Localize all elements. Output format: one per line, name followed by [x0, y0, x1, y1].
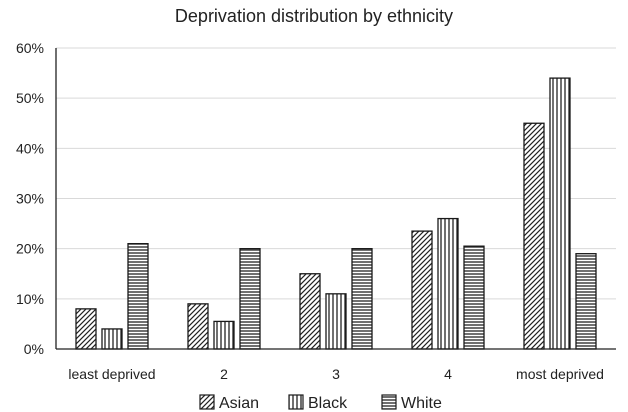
legend-swatch-white	[381, 394, 397, 410]
y-tick-label: 30%	[16, 191, 44, 207]
legend-label-black: Black	[308, 395, 348, 412]
x-axis-ticks: least deprived 2 3 4 most deprived	[68, 366, 604, 382]
bar-asian	[523, 122, 545, 350]
legend-label-asian: Asian	[219, 395, 259, 412]
bars	[75, 77, 597, 350]
x-tick-label: 2	[220, 366, 228, 382]
bar-asian	[75, 308, 97, 350]
bar-black	[549, 77, 571, 350]
y-tick-label: 60%	[16, 40, 44, 56]
bar-black	[325, 293, 347, 350]
axes	[55, 48, 616, 350]
y-tick-label: 0%	[24, 341, 44, 357]
bar-white	[463, 245, 485, 350]
chart-title: Deprivation distribution by ethnicity	[174, 6, 454, 26]
bar-black	[437, 217, 459, 350]
bar-black	[101, 328, 123, 350]
y-tick-label: 40%	[16, 140, 44, 156]
legend-swatch-asian	[199, 394, 215, 410]
y-tick-label: 50%	[16, 90, 44, 106]
x-tick-label: 3	[332, 366, 340, 382]
x-tick-label: 4	[444, 366, 452, 382]
bar-black	[213, 320, 235, 350]
bar-asian	[299, 273, 321, 350]
bar-white	[239, 248, 261, 350]
legend: Asian Black White	[199, 394, 442, 412]
bar-asian	[187, 303, 209, 350]
legend-swatch-black	[288, 394, 304, 410]
x-tick-label: least deprived	[68, 366, 155, 382]
bar-white	[575, 253, 597, 350]
bar-white	[127, 242, 149, 350]
y-tick-label: 20%	[16, 241, 44, 257]
bar-asian	[411, 230, 433, 350]
bar-white	[351, 248, 373, 350]
legend-label-white: White	[401, 395, 442, 412]
y-axis-ticks: 0% 10% 20% 30% 40% 50% 60%	[16, 40, 44, 357]
y-tick-label: 10%	[16, 291, 44, 307]
x-tick-label: most deprived	[516, 366, 604, 382]
